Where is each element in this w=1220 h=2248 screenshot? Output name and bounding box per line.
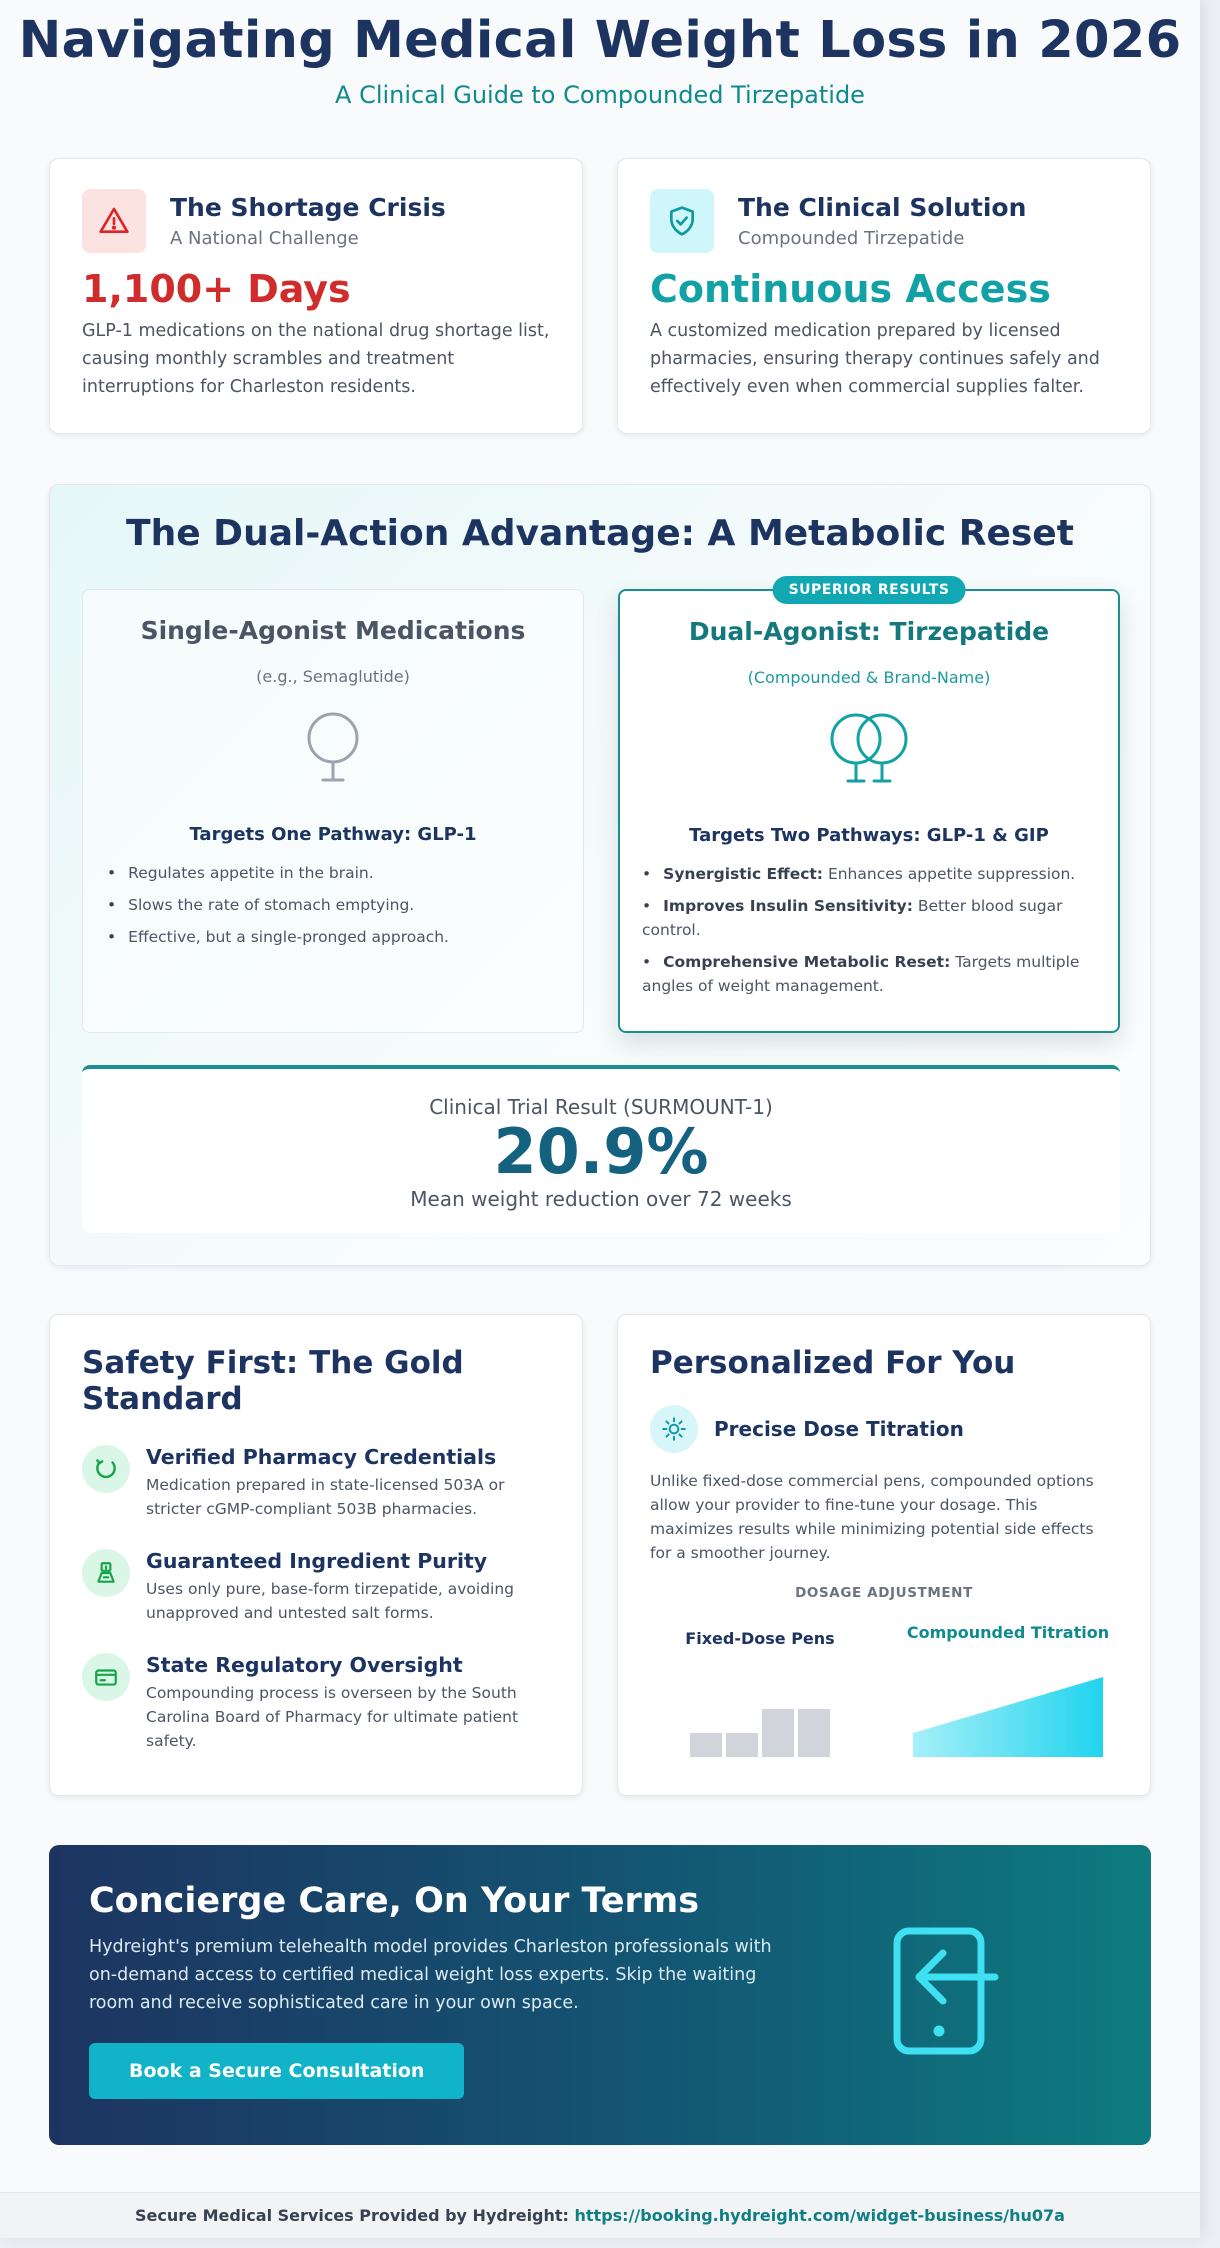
footer: Secure Medical Services Provided by Hydr… xyxy=(0,2192,1200,2238)
booking-link[interactable]: https://booking.hydreight.com/widget-bus… xyxy=(574,2206,1065,2225)
footer-text: Secure Medical Services Provided by Hydr… xyxy=(135,2206,575,2225)
fixed-dose-column: Fixed-Dose Pens xyxy=(650,1609,870,1757)
warning-icon xyxy=(82,189,146,253)
single-agonist-subtitle: (e.g., Semaglutide) xyxy=(256,667,410,686)
solution-stat: Continuous Access xyxy=(650,267,1051,311)
safety-item-title: State Regulatory Oversight xyxy=(146,1653,463,1677)
safety-item-desc: Medication prepared in state-licensed 50… xyxy=(146,1476,505,1518)
solution-title: The Clinical Solution xyxy=(738,193,1027,222)
page: Navigating Medical Weight Loss in 2026 A… xyxy=(0,0,1200,2238)
book-consultation-button[interactable]: Book a Secure Consultation xyxy=(89,2043,465,2099)
list-item: Improves Insulin Sensitivity: Better blo… xyxy=(642,894,1094,942)
dual-action-title: The Dual-Action Advantage: A Metabolic R… xyxy=(126,513,1074,554)
safety-item-credentials: Verified Pharmacy Credentials Medication… xyxy=(82,1445,550,1521)
shield-check-icon xyxy=(650,189,714,253)
single-agonist-points: Regulates appetite in the brain. Slows t… xyxy=(105,861,559,949)
solution-subtitle: Compounded Tirzepatide xyxy=(738,228,965,249)
dose-step-bar xyxy=(798,1709,830,1757)
lab-flask-icon xyxy=(82,1549,130,1597)
clinical-trial-result: Clinical Trial Result (SURMOUNT-1) 20.9%… xyxy=(82,1065,1120,1233)
dose-step-bar xyxy=(690,1733,722,1757)
safety-item-desc: Compounding process is overseen by the S… xyxy=(146,1684,519,1750)
fixed-dose-label: Fixed-Dose Pens xyxy=(685,1629,835,1648)
page-title: Navigating Medical Weight Loss in 2026 xyxy=(18,11,1182,70)
concierge-banner: Concierge Care, On Your Terms Hydreight'… xyxy=(49,1845,1151,2145)
list-item: Effective, but a single-pronged approach… xyxy=(105,925,559,949)
dose-step-bar xyxy=(726,1733,758,1757)
header: Navigating Medical Weight Loss in 2026 A… xyxy=(0,0,1200,109)
dual-agonist-target: Targets Two Pathways: GLP-1 & GIP xyxy=(689,825,1049,846)
safety-card: Safety First: The Gold Standard Verified… xyxy=(49,1314,583,1796)
safety-item-desc: Uses only pure, base-form tirzepatide, a… xyxy=(146,1580,515,1622)
safety-item-title: Guaranteed Ingredient Purity xyxy=(146,1549,488,1573)
refresh-icon xyxy=(82,1445,130,1493)
safety-title: Safety First: The Gold Standard xyxy=(82,1345,464,1417)
safety-item-title: Verified Pharmacy Credentials xyxy=(146,1445,497,1469)
shortage-card: The Shortage Crisis A National Challenge… xyxy=(49,158,583,434)
compounded-column: Compounded Titration xyxy=(898,1609,1118,1757)
feature-title: Precise Dose Titration xyxy=(714,1417,964,1441)
personalized-desc: Unlike fixed-dose commercial pens, compo… xyxy=(650,1472,1094,1562)
list-item: Synergistic Effect: Enhances appetite su… xyxy=(642,862,1094,886)
dose-step-bar xyxy=(762,1709,794,1757)
dual-agonist-card: SUPERIOR RESULTS Dual-Agonist: Tirzepati… xyxy=(618,576,1120,1033)
list-item: Regulates appetite in the brain. xyxy=(105,861,559,885)
compounded-ramp xyxy=(898,1661,1118,1757)
trial-label: Clinical Trial Result (SURMOUNT-1) xyxy=(429,1095,773,1119)
fixed-dose-steps xyxy=(650,1661,870,1757)
list-item: Slows the rate of stomach emptying. xyxy=(105,893,559,917)
solution-body: A customized medication prepared by lice… xyxy=(650,321,1100,397)
trial-description: Mean weight reduction over 72 weeks xyxy=(410,1187,792,1211)
dual-agonist-title: Dual-Agonist: Tirzepatide xyxy=(688,617,1050,646)
mobile-login-icon xyxy=(891,1925,1001,2061)
safety-item-purity: Guaranteed Ingredient Purity Uses only p… xyxy=(82,1549,550,1625)
shortage-body: GLP-1 medications on the national drug s… xyxy=(82,321,550,397)
single-receptor-icon xyxy=(83,712,583,792)
personalized-title: Personalized For You xyxy=(650,1345,1016,1381)
dosage-adjustment-label: DOSAGE ADJUSTMENT xyxy=(795,1585,973,1601)
page-subtitle: A Clinical Guide to Compounded Tirzepati… xyxy=(335,81,865,109)
sun-icon xyxy=(650,1405,698,1453)
concierge-desc: Hydreight's premium telehealth model pro… xyxy=(89,1937,772,2013)
personalized-card: Personalized For You Precise Dose Titrat… xyxy=(617,1314,1151,1796)
shortage-subtitle: A National Challenge xyxy=(170,228,359,249)
concierge-title: Concierge Care, On Your Terms xyxy=(89,1881,700,1921)
dual-receptor-icon xyxy=(620,713,1118,793)
dual-action-section: The Dual-Action Advantage: A Metabolic R… xyxy=(49,484,1151,1266)
compounded-label: Compounded Titration xyxy=(906,1623,1110,1642)
single-agonist-title: Single-Agonist Medications xyxy=(140,616,526,645)
single-agonist-card: Single-Agonist Medications (e.g., Semagl… xyxy=(82,589,584,1033)
single-agonist-target: Targets One Pathway: GLP-1 xyxy=(189,824,477,845)
shortage-stat: 1,100+ Days xyxy=(82,267,351,311)
trial-value: 20.9% xyxy=(493,1115,709,1188)
titration-ramp xyxy=(913,1677,1103,1757)
list-item: Comprehensive Metabolic Reset: Targets m… xyxy=(642,950,1094,998)
solution-card: The Clinical Solution Compounded Tirzepa… xyxy=(617,158,1151,434)
id-card-icon xyxy=(82,1653,130,1701)
dosage-comparison: Fixed-Dose Pens Compounded Titration xyxy=(650,1609,1118,1757)
dual-agonist-subtitle: (Compounded & Brand-Name) xyxy=(747,668,991,687)
safety-item-oversight: State Regulatory Oversight Compounding p… xyxy=(82,1653,550,1753)
shortage-title: The Shortage Crisis xyxy=(170,193,446,222)
superior-results-badge: SUPERIOR RESULTS xyxy=(772,576,966,604)
dual-agonist-points: Synergistic Effect: Enhances appetite su… xyxy=(642,862,1094,998)
